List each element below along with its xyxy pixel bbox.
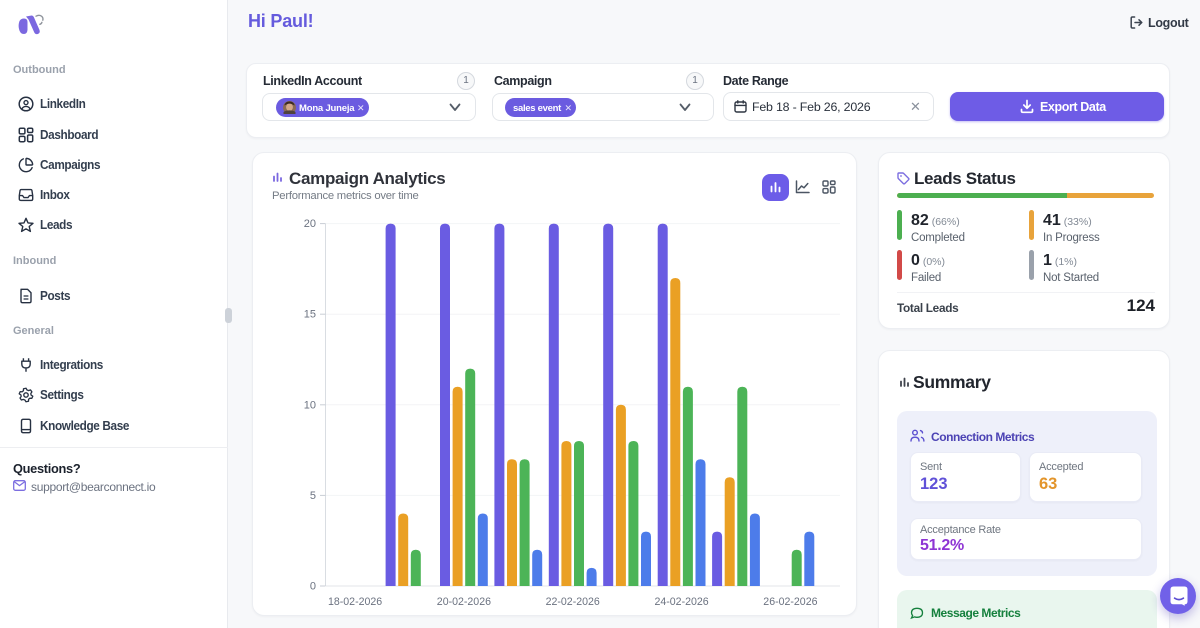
svg-text:18-02-2026: 18-02-2026 <box>328 596 382 608</box>
svg-text:20: 20 <box>304 218 316 230</box>
svg-text:5: 5 <box>310 490 316 502</box>
svg-text:10: 10 <box>304 399 316 411</box>
svg-text:24-02-2026: 24-02-2026 <box>654 596 708 608</box>
svg-text:20-02-2026: 20-02-2026 <box>437 596 491 608</box>
svg-text:15: 15 <box>304 309 316 321</box>
svg-text:0: 0 <box>310 581 316 593</box>
svg-text:26-02-2026: 26-02-2026 <box>763 596 817 608</box>
svg-text:22-02-2026: 22-02-2026 <box>546 596 600 608</box>
